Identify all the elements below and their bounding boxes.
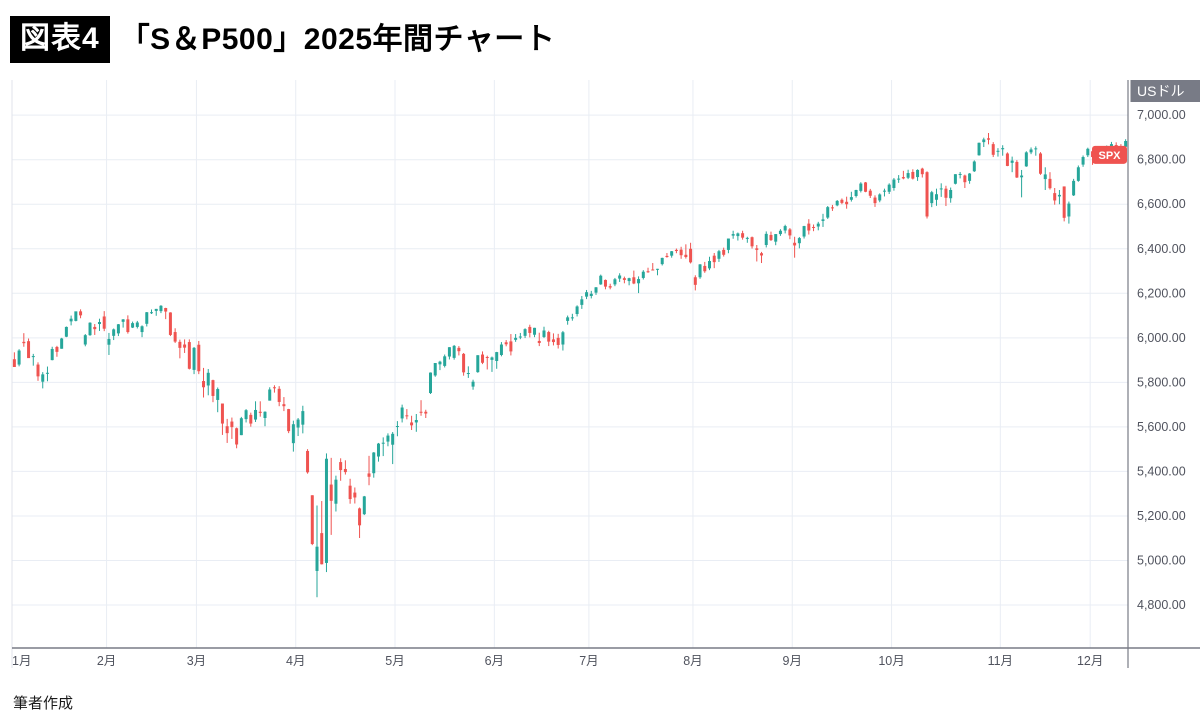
svg-text:4,800.00: 4,800.00 <box>1137 598 1186 612</box>
svg-text:6,200.00: 6,200.00 <box>1137 286 1186 300</box>
price-axis-labels: 7,000.00 6,800.00 6,600.00 6,400.00 6,200.00… <box>1137 108 1186 612</box>
chart-header: 図表4 「S＆P500」2025年間チャート <box>10 16 555 63</box>
svg-text:5,600.00: 5,600.00 <box>1137 420 1186 434</box>
figure-number-badge: 図表4 <box>10 16 110 63</box>
svg-text:6,000.00: 6,000.00 <box>1137 331 1186 345</box>
candlestick-series <box>12 132 1128 598</box>
svg-text:2月: 2月 <box>97 654 116 668</box>
svg-text:10月: 10月 <box>878 654 904 668</box>
svg-text:USドル: USドル <box>1137 83 1184 99</box>
page-title: 「S＆P500」2025年間チャート <box>119 22 556 56</box>
svg-text:4月: 4月 <box>286 654 305 668</box>
month-gridlines <box>11 80 1091 648</box>
svg-text:5,200.00: 5,200.00 <box>1137 509 1186 523</box>
svg-text:6,800.00: 6,800.00 <box>1137 153 1186 167</box>
author-credit: 筆者作成 <box>13 695 74 712</box>
svg-text:SPX: SPX <box>1098 150 1121 162</box>
svg-text:11月: 11月 <box>988 654 1013 668</box>
svg-text:5,000.00: 5,000.00 <box>1137 553 1186 567</box>
currency-badge: USドル <box>1130 80 1200 102</box>
svg-text:6,600.00: 6,600.00 <box>1137 197 1186 211</box>
symbol-price-badge: SPX <box>1092 145 1127 164</box>
svg-text:7,000.00: 7,000.00 <box>1137 108 1186 122</box>
price-gridlines <box>12 114 1128 606</box>
svg-text:12月: 12月 <box>1077 654 1103 668</box>
svg-text:9月: 9月 <box>783 654 802 668</box>
svg-text:8月: 8月 <box>683 654 702 668</box>
time-axis-labels: 1月 2月 3月 4月 5月 6月 7月 8月 9月 10月 11月 12月 <box>12 654 1103 668</box>
svg-text:3月: 3月 <box>187 654 206 668</box>
svg-text:5,800.00: 5,800.00 <box>1137 375 1186 389</box>
svg-text:6月: 6月 <box>485 654 504 668</box>
svg-text:1月: 1月 <box>12 654 31 668</box>
svg-text:5,400.00: 5,400.00 <box>1137 464 1186 478</box>
svg-text:7月: 7月 <box>579 654 598 668</box>
svg-text:6,400.00: 6,400.00 <box>1137 242 1186 256</box>
svg-text:5月: 5月 <box>385 654 404 668</box>
